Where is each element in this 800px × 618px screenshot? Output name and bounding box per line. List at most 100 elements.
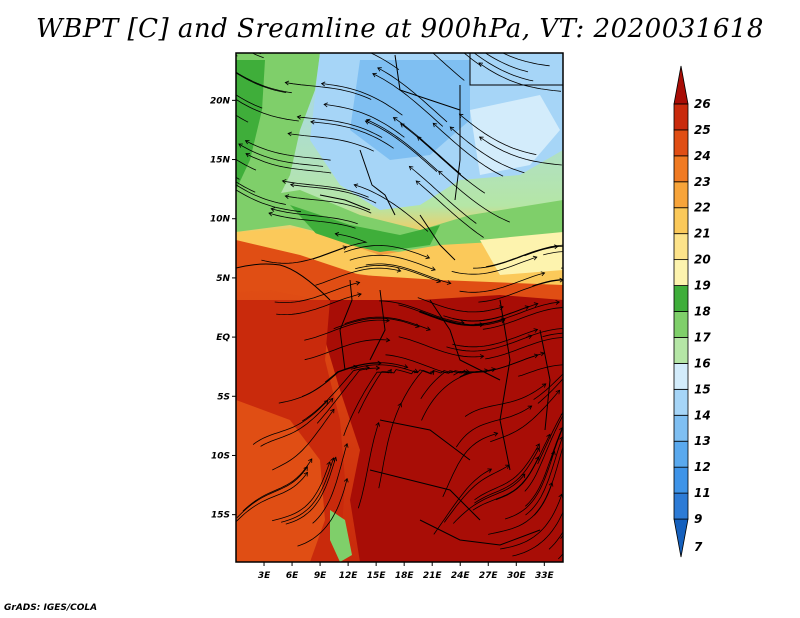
streamline-arrow: [270, 207, 276, 212]
colorbar-label: 15: [694, 382, 711, 396]
streamline: [285, 82, 372, 100]
streamline-arrow: [425, 254, 431, 260]
streamline: [236, 54, 238, 57]
streamline-arrow: [244, 140, 250, 145]
x-axis: 3E 6E 9E 12E 15E 18E 21E 24E 27E 30E 33E: [258, 562, 554, 581]
streamline: [537, 411, 563, 465]
streamline: [524, 414, 563, 492]
streamline: [377, 67, 448, 123]
streamline-arrow: [484, 368, 489, 374]
streamline-arrow: [323, 102, 328, 108]
field-region-congo-darkred: [325, 295, 563, 562]
streamline: [453, 354, 539, 376]
streamline: [443, 464, 510, 523]
streamline-arrow: [559, 277, 563, 283]
streamline-arrow: [487, 468, 493, 473]
colorbar-swatch: [673, 337, 689, 364]
streamline-arrow: [171, 124, 175, 128]
streamline: [500, 494, 563, 550]
streamline-arrow: [284, 80, 290, 86]
streamline: [343, 369, 392, 436]
country-boundaries: [236, 53, 563, 546]
colorbar-label: 20: [694, 253, 711, 267]
streamline-arrow: [397, 24, 401, 28]
streamline: [432, 53, 465, 81]
streamline: [532, 278, 563, 287]
streamline: [472, 456, 540, 511]
streamline: [473, 53, 534, 82]
map-frame: [235, 52, 564, 563]
streamline-arrow: [532, 255, 538, 261]
streamline: [357, 422, 380, 509]
streamline: [236, 98, 299, 122]
streamline-arrow: [535, 456, 540, 461]
colorbar-swatch: [673, 311, 689, 338]
streamline: [490, 390, 560, 443]
streamline: [344, 316, 431, 331]
streamline-arrow: [185, 118, 189, 122]
streamline-arrow: [330, 408, 335, 414]
streamline-arrow: [642, 286, 646, 290]
map-plot: [171, 10, 646, 562]
streamline: [358, 369, 418, 414]
streamline: [315, 267, 401, 286]
streamline: [245, 153, 332, 174]
streamline-arrow: [540, 271, 546, 277]
streamline: [560, 534, 563, 539]
streamline: [479, 136, 562, 166]
streamline: [398, 336, 484, 358]
field-region-pale-yellow: [480, 232, 563, 275]
streamline: [236, 72, 287, 93]
streamline-arrow: [548, 481, 554, 487]
streamline-arrow: [625, 265, 629, 269]
streamline-arrow: [430, 370, 435, 376]
streamline: [355, 264, 441, 283]
x-tick-label: 24E: [451, 571, 471, 581]
streamline: [372, 73, 444, 127]
streamline: [260, 398, 333, 447]
streamline: [321, 83, 403, 116]
streamline-arrow: [213, 56, 217, 60]
streamline-arrow: [527, 405, 533, 410]
streamline-arrow: [414, 10, 418, 14]
streamline-arrow: [185, 140, 189, 144]
streamline: [290, 184, 377, 204]
streamline: [261, 246, 347, 264]
streamline: [242, 458, 313, 512]
streamline-arrow: [533, 302, 539, 307]
colorbar-swatch: [673, 518, 689, 558]
streamline-arrow: [585, 456, 589, 460]
field-region-sahara-midblue: [350, 60, 470, 160]
streamline-arrow: [600, 369, 604, 373]
streamline-arrow: [566, 495, 570, 499]
colorbar-swatch: [673, 103, 689, 131]
streamline-arrow: [403, 364, 409, 369]
y-tick-label: 15S: [211, 511, 230, 521]
field-region-atlantic-orange: [236, 400, 325, 562]
streamline: [236, 184, 286, 205]
streamline-arrow: [365, 118, 371, 124]
streamline-arrow: [284, 194, 290, 199]
streamline: [464, 383, 547, 417]
streamline: [274, 282, 360, 303]
streamline: [272, 408, 335, 471]
streamline-arrow: [303, 466, 308, 471]
colorbar-swatch: [673, 466, 689, 494]
streamline-arrow: [400, 123, 405, 128]
streamline-arrow: [330, 457, 335, 462]
streamline: [236, 158, 257, 171]
streamline: [366, 119, 438, 172]
streamline-arrow: [624, 346, 628, 350]
streamline-arrow: [310, 119, 315, 125]
streamline-arrow: [221, 179, 225, 183]
streamline: [268, 212, 356, 229]
streamline-arrow: [535, 447, 540, 452]
streamline: [271, 208, 358, 225]
colorbar-label: 25: [694, 123, 711, 137]
colorbar-swatch: [673, 492, 689, 520]
streamline: [288, 133, 374, 152]
streamline: [238, 143, 324, 167]
streamline-arrow: [245, 153, 251, 158]
streamline: [312, 233, 368, 260]
streamline-arrow: [478, 62, 484, 67]
